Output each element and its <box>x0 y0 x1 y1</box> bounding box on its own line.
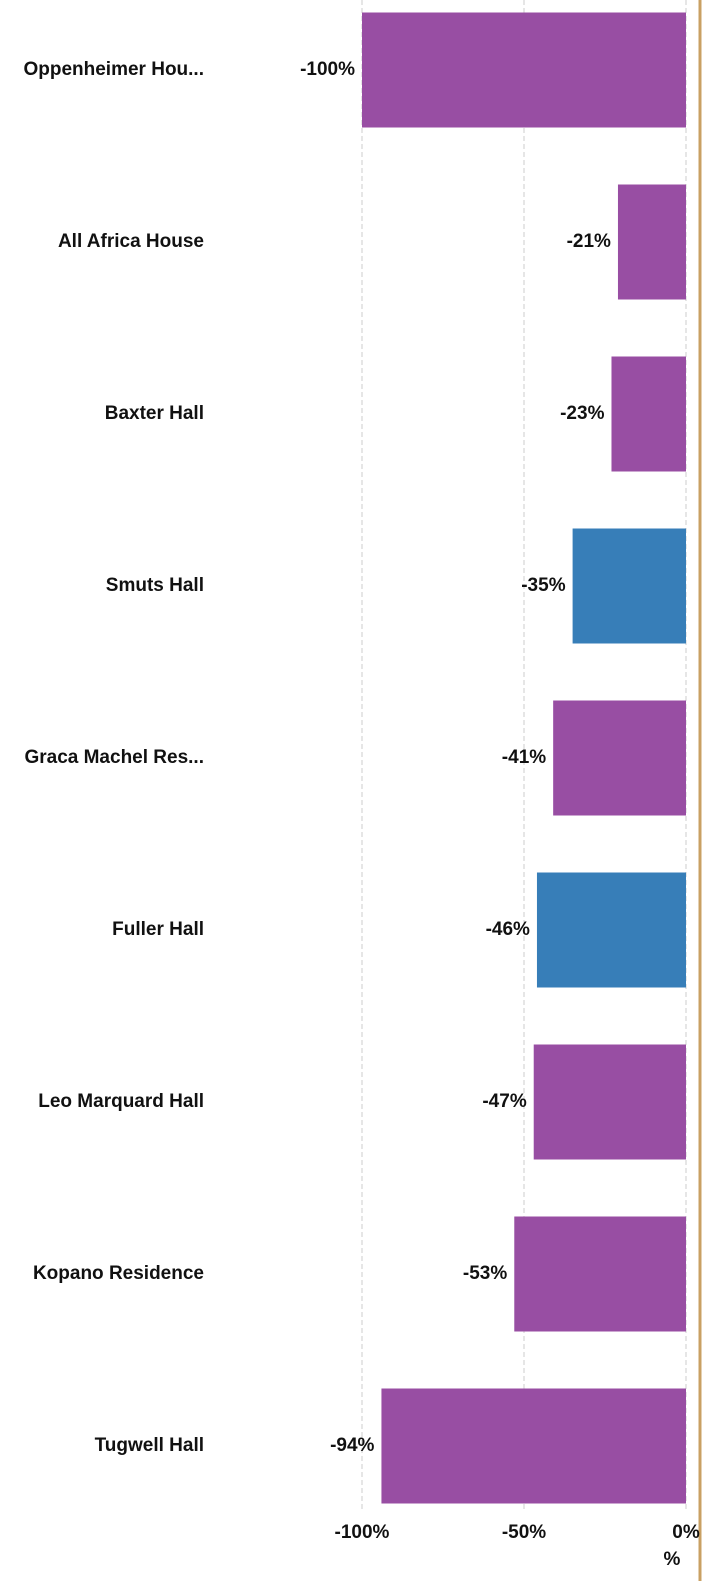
y-tick-label: Tugwell Hall <box>95 1435 204 1456</box>
value-label: -23% <box>560 403 604 424</box>
value-label: -41% <box>502 747 546 768</box>
x-tick-label: 0% <box>672 1522 700 1543</box>
bar <box>553 700 686 816</box>
y-tick-label: Graca Machel Res... <box>24 747 204 768</box>
bar <box>514 1216 686 1332</box>
y-tick-label: Kopano Residence <box>33 1263 204 1284</box>
value-label: -35% <box>521 575 565 596</box>
bar <box>533 1044 686 1160</box>
bar <box>381 1388 686 1504</box>
bar <box>617 184 686 300</box>
y-tick-label: Leo Marquard Hall <box>38 1091 204 1112</box>
bar <box>611 356 686 472</box>
value-label: -21% <box>567 231 611 252</box>
value-label: -47% <box>482 1091 526 1112</box>
value-label: -94% <box>330 1435 374 1456</box>
y-tick-label: Oppenheimer Hou... <box>23 59 204 80</box>
y-tick-label: Baxter Hall <box>105 403 204 424</box>
bar <box>572 528 686 644</box>
bar <box>536 872 686 988</box>
x-tick-label: -100% <box>335 1522 390 1543</box>
value-label: -46% <box>486 919 530 940</box>
value-label: -100% <box>300 59 355 80</box>
bar <box>362 12 686 128</box>
y-tick-label: Fuller Hall <box>112 919 204 940</box>
y-tick-label: Smuts Hall <box>106 575 204 596</box>
value-label: -53% <box>463 1263 507 1284</box>
y-tick-label: All Africa House <box>58 231 204 252</box>
x-tick-label: -50% <box>502 1522 546 1543</box>
x-axis-title: % <box>664 1549 681 1570</box>
